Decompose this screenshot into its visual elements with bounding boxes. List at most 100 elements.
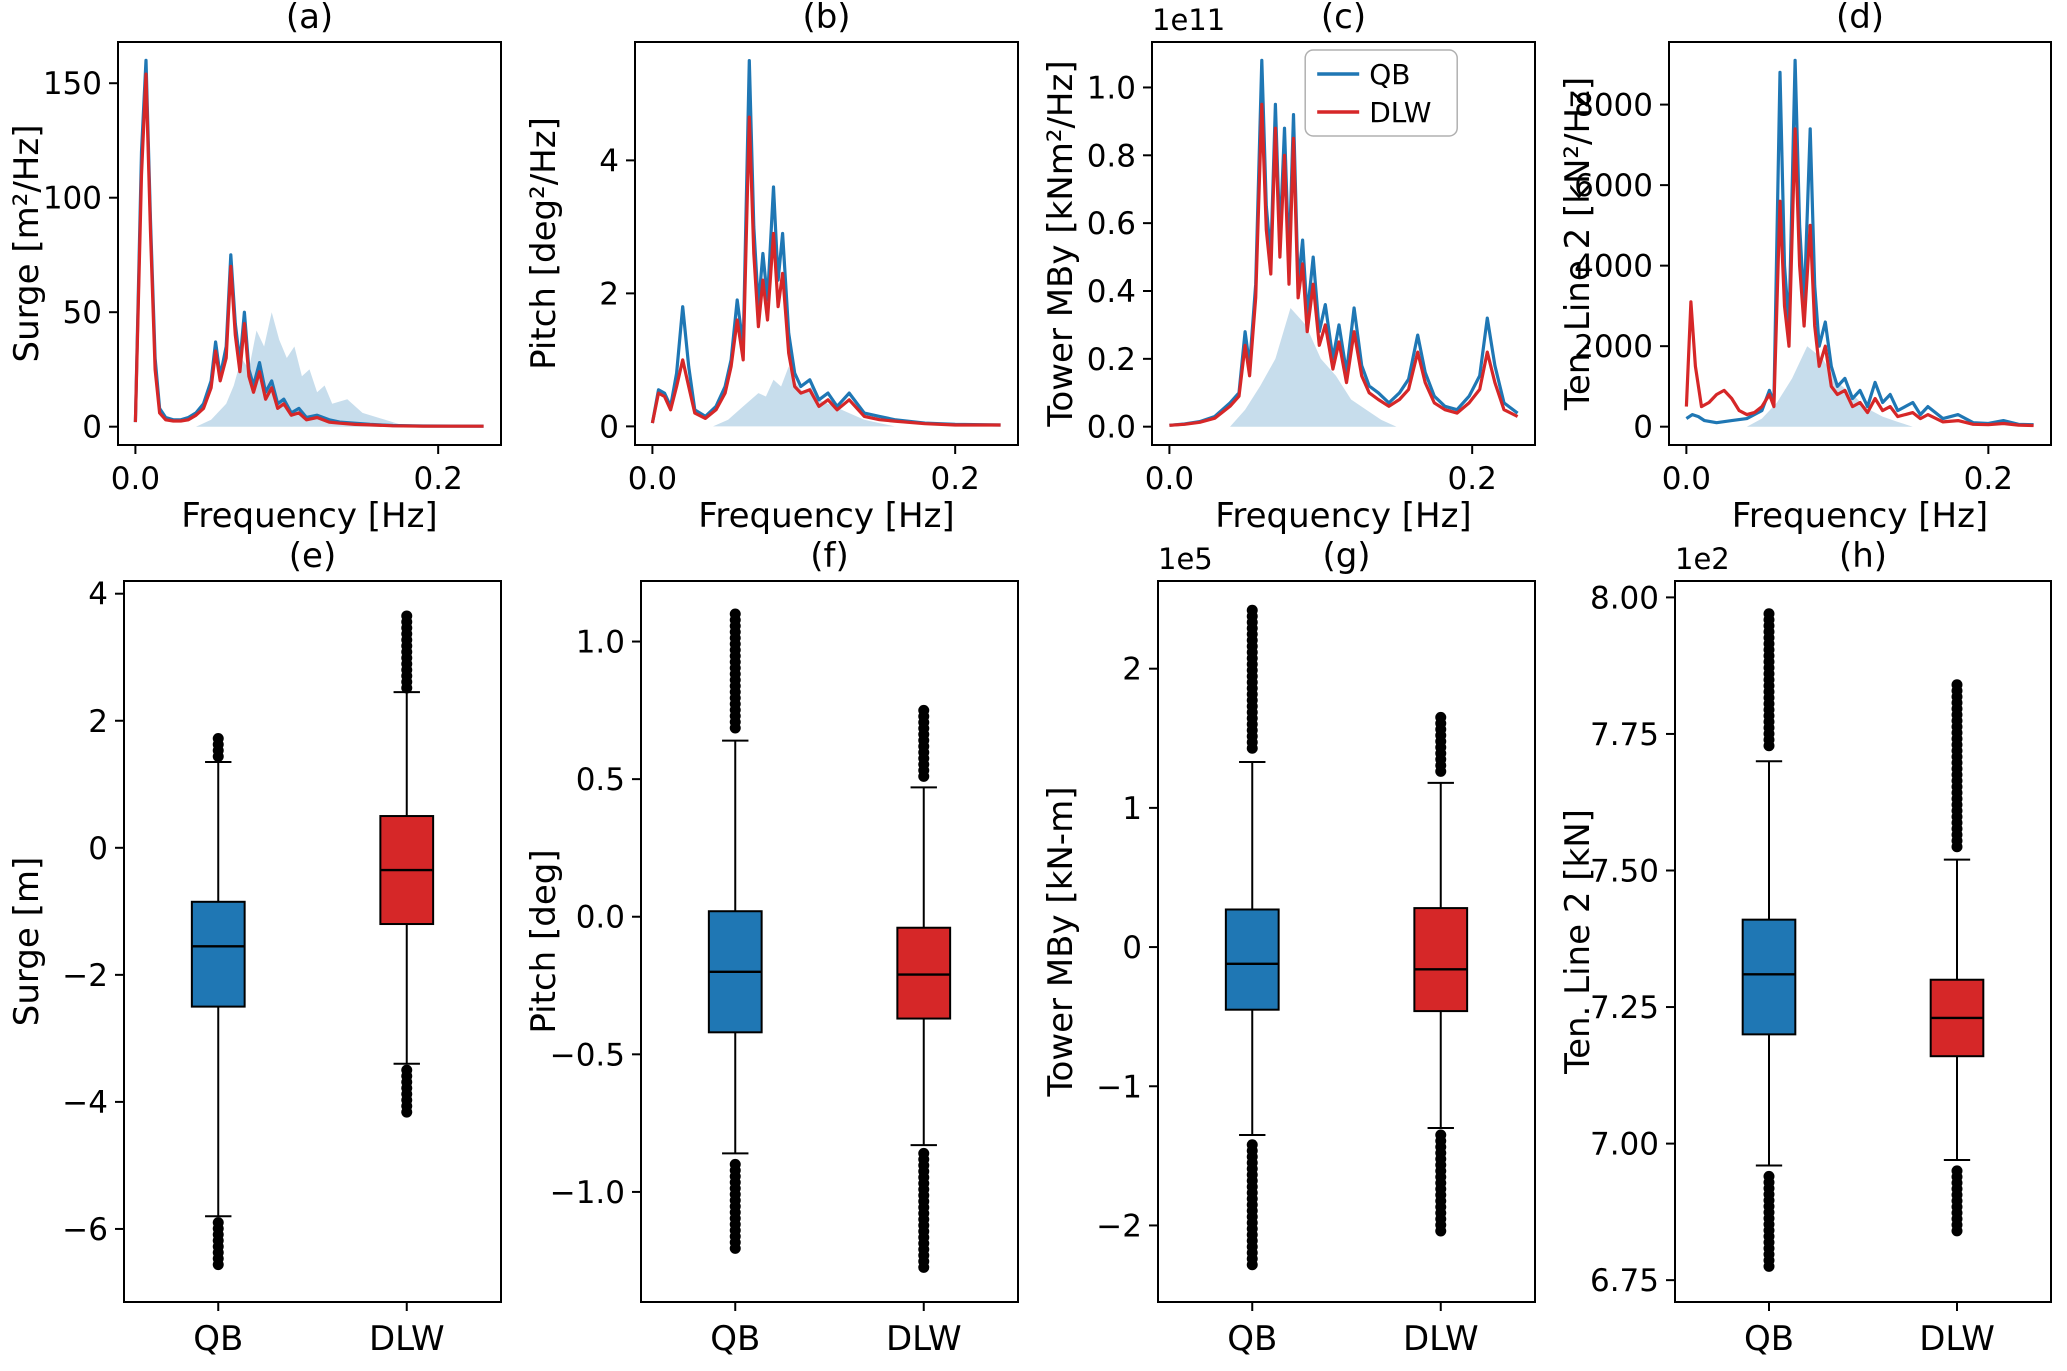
y-tick-label: 2 [1122,652,1142,688]
x-tick-label: 0.2 [414,461,463,497]
subplot-e-surge-box: −6 −4 −2 0 2 4 QB DLW (e) Surge [m] [0,535,517,1366]
y-tick-label: −1 [1096,1069,1142,1105]
outlier-dot [1763,740,1775,752]
series-line-qb [1685,58,2034,427]
y-tick-label: 0 [1122,930,1142,966]
subplot-title: (f) [810,536,849,576]
outlier-dot [729,1242,741,1254]
y-tick-label: 0.5 [576,762,625,798]
outlier-dot [918,1261,930,1273]
category-label: QB [710,1319,760,1359]
y-axis-label: Tower MBy [kNm²/Hz] [1041,60,1081,427]
x-axis-label: Frequency [Hz] [1732,496,1988,535]
x-tick-label: 0.0 [1662,461,1711,497]
x-tick-label: 0.0 [111,461,160,497]
y-tick-label: 6000 [1574,168,1653,204]
y-tick-label: 0.6 [1087,206,1136,242]
y-tick-label: 7.25 [1590,990,1659,1026]
box-qb [1224,908,1280,1011]
y-tick-label: 2000 [1574,329,1653,365]
outlier-dot [918,770,930,782]
subplot-b-pitch-psd: 0 2 4 0.0 0.2 (b) Frequency [Hz] Pitch [deg²/Hz… [517,0,1034,536]
y-axis-label: Pitch [deg] [524,849,564,1033]
subplot-f-pitch-box: −1.0 −0.5 0.0 0.5 1.0 QB DLW (f) Pitch [deg] [517,535,1034,1366]
y-tick-label: 50 [63,295,102,331]
chart-d: 0 2000 4000 6000 8000 0.0 0.2 (d) Frequency [Hz]… [1558,0,2052,536]
axes-frame [117,41,502,446]
category-label: QB [193,1319,243,1359]
x-axis-label: Frequency [Hz] [181,496,437,535]
y-tick-label: −2 [1096,1208,1142,1244]
y-tick-label: 100 [43,181,102,217]
series-line-dlw [650,115,1001,427]
y-tick-label: −1.0 [550,1175,625,1211]
y-tick-label: 1.0 [576,625,625,661]
y-tick-label: 7.75 [1590,717,1659,753]
subplot-title: (e) [289,536,336,576]
y-axis-label: Surge [m] [7,857,47,1026]
y-axis-label: Tower MBy [kN-m] [1041,787,1081,1098]
subplot-d-ten-line2-psd: 0 2000 4000 6000 8000 0.0 0.2 (d) Frequency [Hz]… [1551,0,2067,536]
series-line-qb [650,59,1001,427]
axis-offset-label: 1e5 [1158,542,1213,576]
axes-frame [1151,41,1536,446]
subplot-a-surge-psd: 0 50 100 150 0.0 0.2 (a) Frequency [Hz] Surge [m… [0,0,517,536]
y-tick-label: 0.0 [576,900,625,936]
y-tick-label: 0 [82,410,102,446]
subplot-title: (g) [1322,536,1370,576]
legend-label: DLW [1369,96,1431,129]
y-tick-label: −0.5 [550,1037,625,1073]
y-tick-label: 0 [599,409,619,445]
box-qb [1741,918,1797,1036]
y-tick-label: 0 [88,831,108,867]
y-tick-label: 6.75 [1590,1263,1659,1299]
box-qb [190,900,246,1008]
category-label: DLW [1919,1319,1995,1359]
series-line-dlw [133,72,484,428]
y-tick-label: 0.2 [1087,342,1136,378]
chart-h: 6.75 7.00 7.25 7.50 7.75 8.00 QB DLW (h) 1e2 Ten. … [1558,536,2052,1359]
outlier-dot [1763,1260,1775,1272]
chart-e: −6 −4 −2 0 2 4 QB DLW (e) Surge [m] [7,536,502,1359]
category-label: DLW [1403,1319,1479,1359]
y-tick-label: 0.4 [1087,274,1136,310]
chart-a: 0 50 100 150 0.0 0.2 (a) Frequency [Hz] Surge [m… [7,0,502,536]
x-tick-label: 0.0 [1145,461,1194,497]
y-tick-label: 0.8 [1087,138,1136,174]
y-tick-label: 4 [88,577,108,613]
wave-spectrum-fill [196,312,408,427]
series-line-dlw [1169,102,1519,427]
chart-g: −2 −1 0 1 2 QB DLW (g) 1e5 Tower MBy [kN-m] [1041,536,1536,1359]
y-tick-label: −4 [62,1085,108,1121]
category-label: DLW [369,1319,445,1359]
wave-spectrum-fill [713,366,895,427]
subplot-title: (c) [1321,0,1366,37]
y-tick-label: 2 [88,704,108,740]
axes-frame [634,41,1019,446]
subplot-title: (d) [1836,0,1884,37]
y-tick-label: 8.00 [1590,580,1659,616]
legend-label: QB [1369,58,1410,91]
y-tick-label: 4000 [1574,249,1653,285]
subplot-title: (a) [286,0,333,37]
x-tick-label: 0.2 [1448,461,1497,497]
outlier-dot [1435,1225,1447,1237]
subplot-c-tower-mby-psd: 0.0 0.2 0.4 0.6 0.8 1.0 0.0 0.2 (c) 1e11 Frequency… [1034,0,1551,536]
y-tick-label: 1.0 [1087,70,1136,106]
x-axis-label: Frequency [Hz] [698,496,954,535]
y-axis-label: Surge [m²/Hz] [7,125,47,363]
subplot-title: (b) [802,0,850,37]
x-tick-label: 0.2 [931,461,980,497]
outlier-dot [1435,765,1447,777]
outlier-dot [1951,841,1963,853]
y-tick-label: 4 [599,143,619,179]
y-tick-label: 0.0 [1087,410,1136,446]
box-dlw [896,926,952,1020]
category-label: QB [1744,1319,1794,1359]
box-dlw [1413,907,1469,1013]
y-axis-label: Pitch [deg²/Hz] [524,117,564,370]
axes-frame [1668,41,2052,446]
x-tick-label: 0.0 [628,461,677,497]
axes-frame [1674,580,2052,1303]
